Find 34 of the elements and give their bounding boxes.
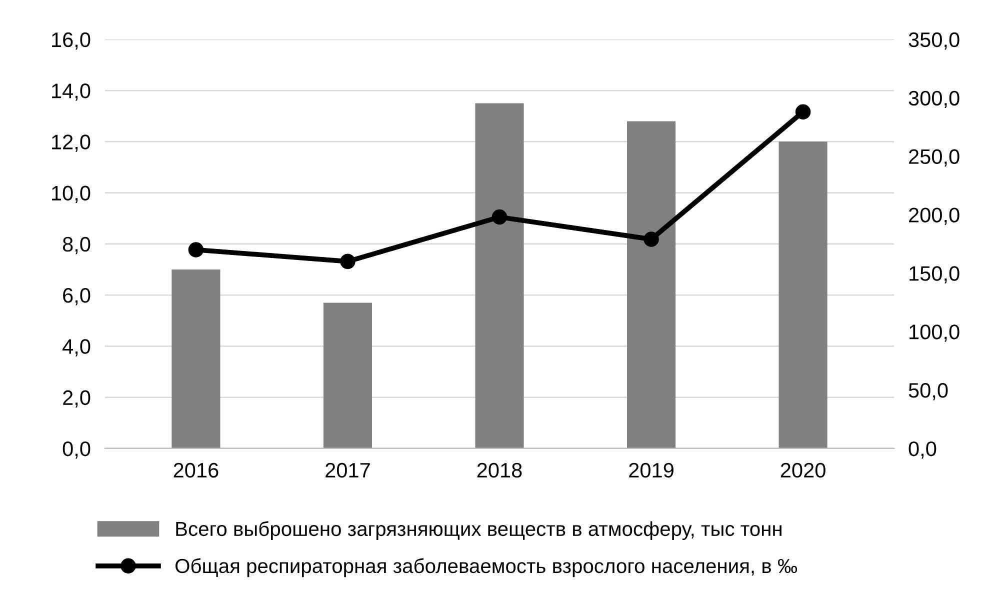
- bar: [172, 269, 220, 448]
- point: [188, 242, 204, 258]
- y-tick-label: 10,0: [52, 186, 90, 203]
- bar: [475, 103, 524, 448]
- x-tick-label: 2017: [326, 462, 370, 478]
- y-tick-label: 16,0: [52, 32, 90, 50]
- y2-tick-label: 0,0: [908, 441, 936, 459]
- x-tick-label: 2018: [477, 462, 522, 478]
- point: [644, 232, 659, 247]
- y2-tick-label: 50,0: [908, 383, 948, 400]
- legend-label: Общая респираторная заболеваемость взрослого населения, в ‰: [176, 558, 798, 578]
- y-tick-label: 4,0: [62, 339, 90, 356]
- bar: [778, 142, 828, 448]
- legend-label: Всего выброшено загрязняющих веществ в атмосферу, тыс тонн: [176, 521, 782, 540]
- bar: [626, 121, 676, 448]
- point: [492, 209, 508, 225]
- y-tick-label: 6,0: [63, 288, 90, 306]
- x-tick-label: 2016: [174, 462, 218, 478]
- y-tick-label: 8,0: [62, 236, 90, 254]
- x-tick-label: 2019: [629, 462, 674, 478]
- y2-tick-label: 100,0: [910, 324, 960, 342]
- y2-tick-label: 350,0: [908, 32, 960, 50]
- bar: [323, 302, 372, 448]
- x-tick-label: 2020: [780, 462, 826, 478]
- y-tick-label: 12,0: [52, 134, 90, 152]
- y2-tick-label: 150,0: [910, 266, 960, 284]
- y-tick-label: 2,0: [63, 390, 90, 408]
- y2-tick-label: 250,0: [909, 149, 960, 166]
- y2-tick-label: 300,0: [908, 90, 960, 108]
- y2-tick-label: 200,0: [909, 208, 960, 225]
- y-tick-label: 14,0: [52, 84, 90, 101]
- point: [340, 254, 356, 270]
- y-tick-label: 0,0: [62, 441, 90, 459]
- point: [795, 104, 811, 120]
